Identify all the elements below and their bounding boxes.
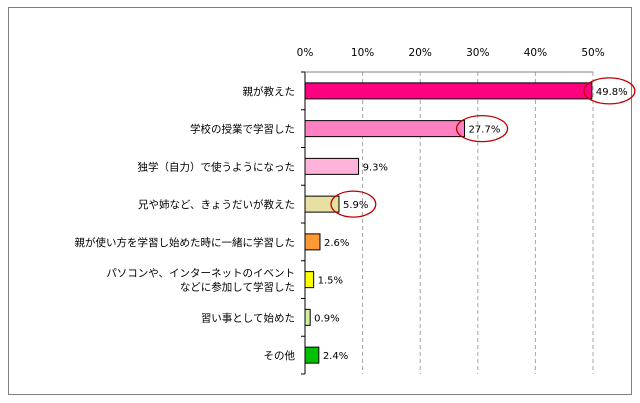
bar — [304, 82, 593, 100]
data-label: 2.6% — [324, 238, 349, 249]
category-label: などに参加して学習した — [180, 281, 295, 294]
category-label: 習い事として始めた — [201, 311, 295, 324]
bar — [304, 346, 320, 364]
data-label: 9.3% — [363, 162, 388, 173]
bar — [304, 120, 466, 138]
x-tick-label: 20% — [409, 47, 432, 59]
bar — [304, 308, 311, 326]
bar — [304, 157, 360, 175]
category-label: 親が使い方を学習し始めた時に一緒に学習した — [75, 236, 296, 249]
data-label: 27.7% — [469, 125, 501, 136]
x-tick-label: 10% — [351, 47, 374, 59]
category-label: 独学（自力）で使うようになった — [138, 160, 296, 173]
category-label: パソコンや、インターネットのイベント — [106, 268, 295, 280]
highlight-circle — [583, 77, 636, 105]
x-tick-label: 40% — [524, 47, 547, 59]
data-label: 0.9% — [314, 313, 339, 324]
category-label: 兄や姉など、きょうだいが教えた — [138, 198, 295, 211]
bar — [304, 195, 340, 213]
bar — [304, 271, 315, 289]
x-tick-label: 50% — [581, 47, 604, 59]
category-label: 学校の授業で学習した — [190, 123, 295, 136]
data-label: 49.8% — [596, 87, 628, 98]
data-label: 2.4% — [323, 351, 348, 362]
category-label: その他 — [264, 349, 296, 362]
bar — [304, 233, 321, 251]
category-label: 親が教えた — [243, 85, 296, 98]
data-label: 1.5% — [318, 276, 343, 287]
x-tick-label: 30% — [466, 47, 489, 59]
highlight-circle — [330, 190, 377, 218]
data-label: 5.9% — [343, 200, 368, 211]
x-tick-label: 0% — [297, 47, 314, 59]
highlight-circle — [455, 114, 509, 143]
